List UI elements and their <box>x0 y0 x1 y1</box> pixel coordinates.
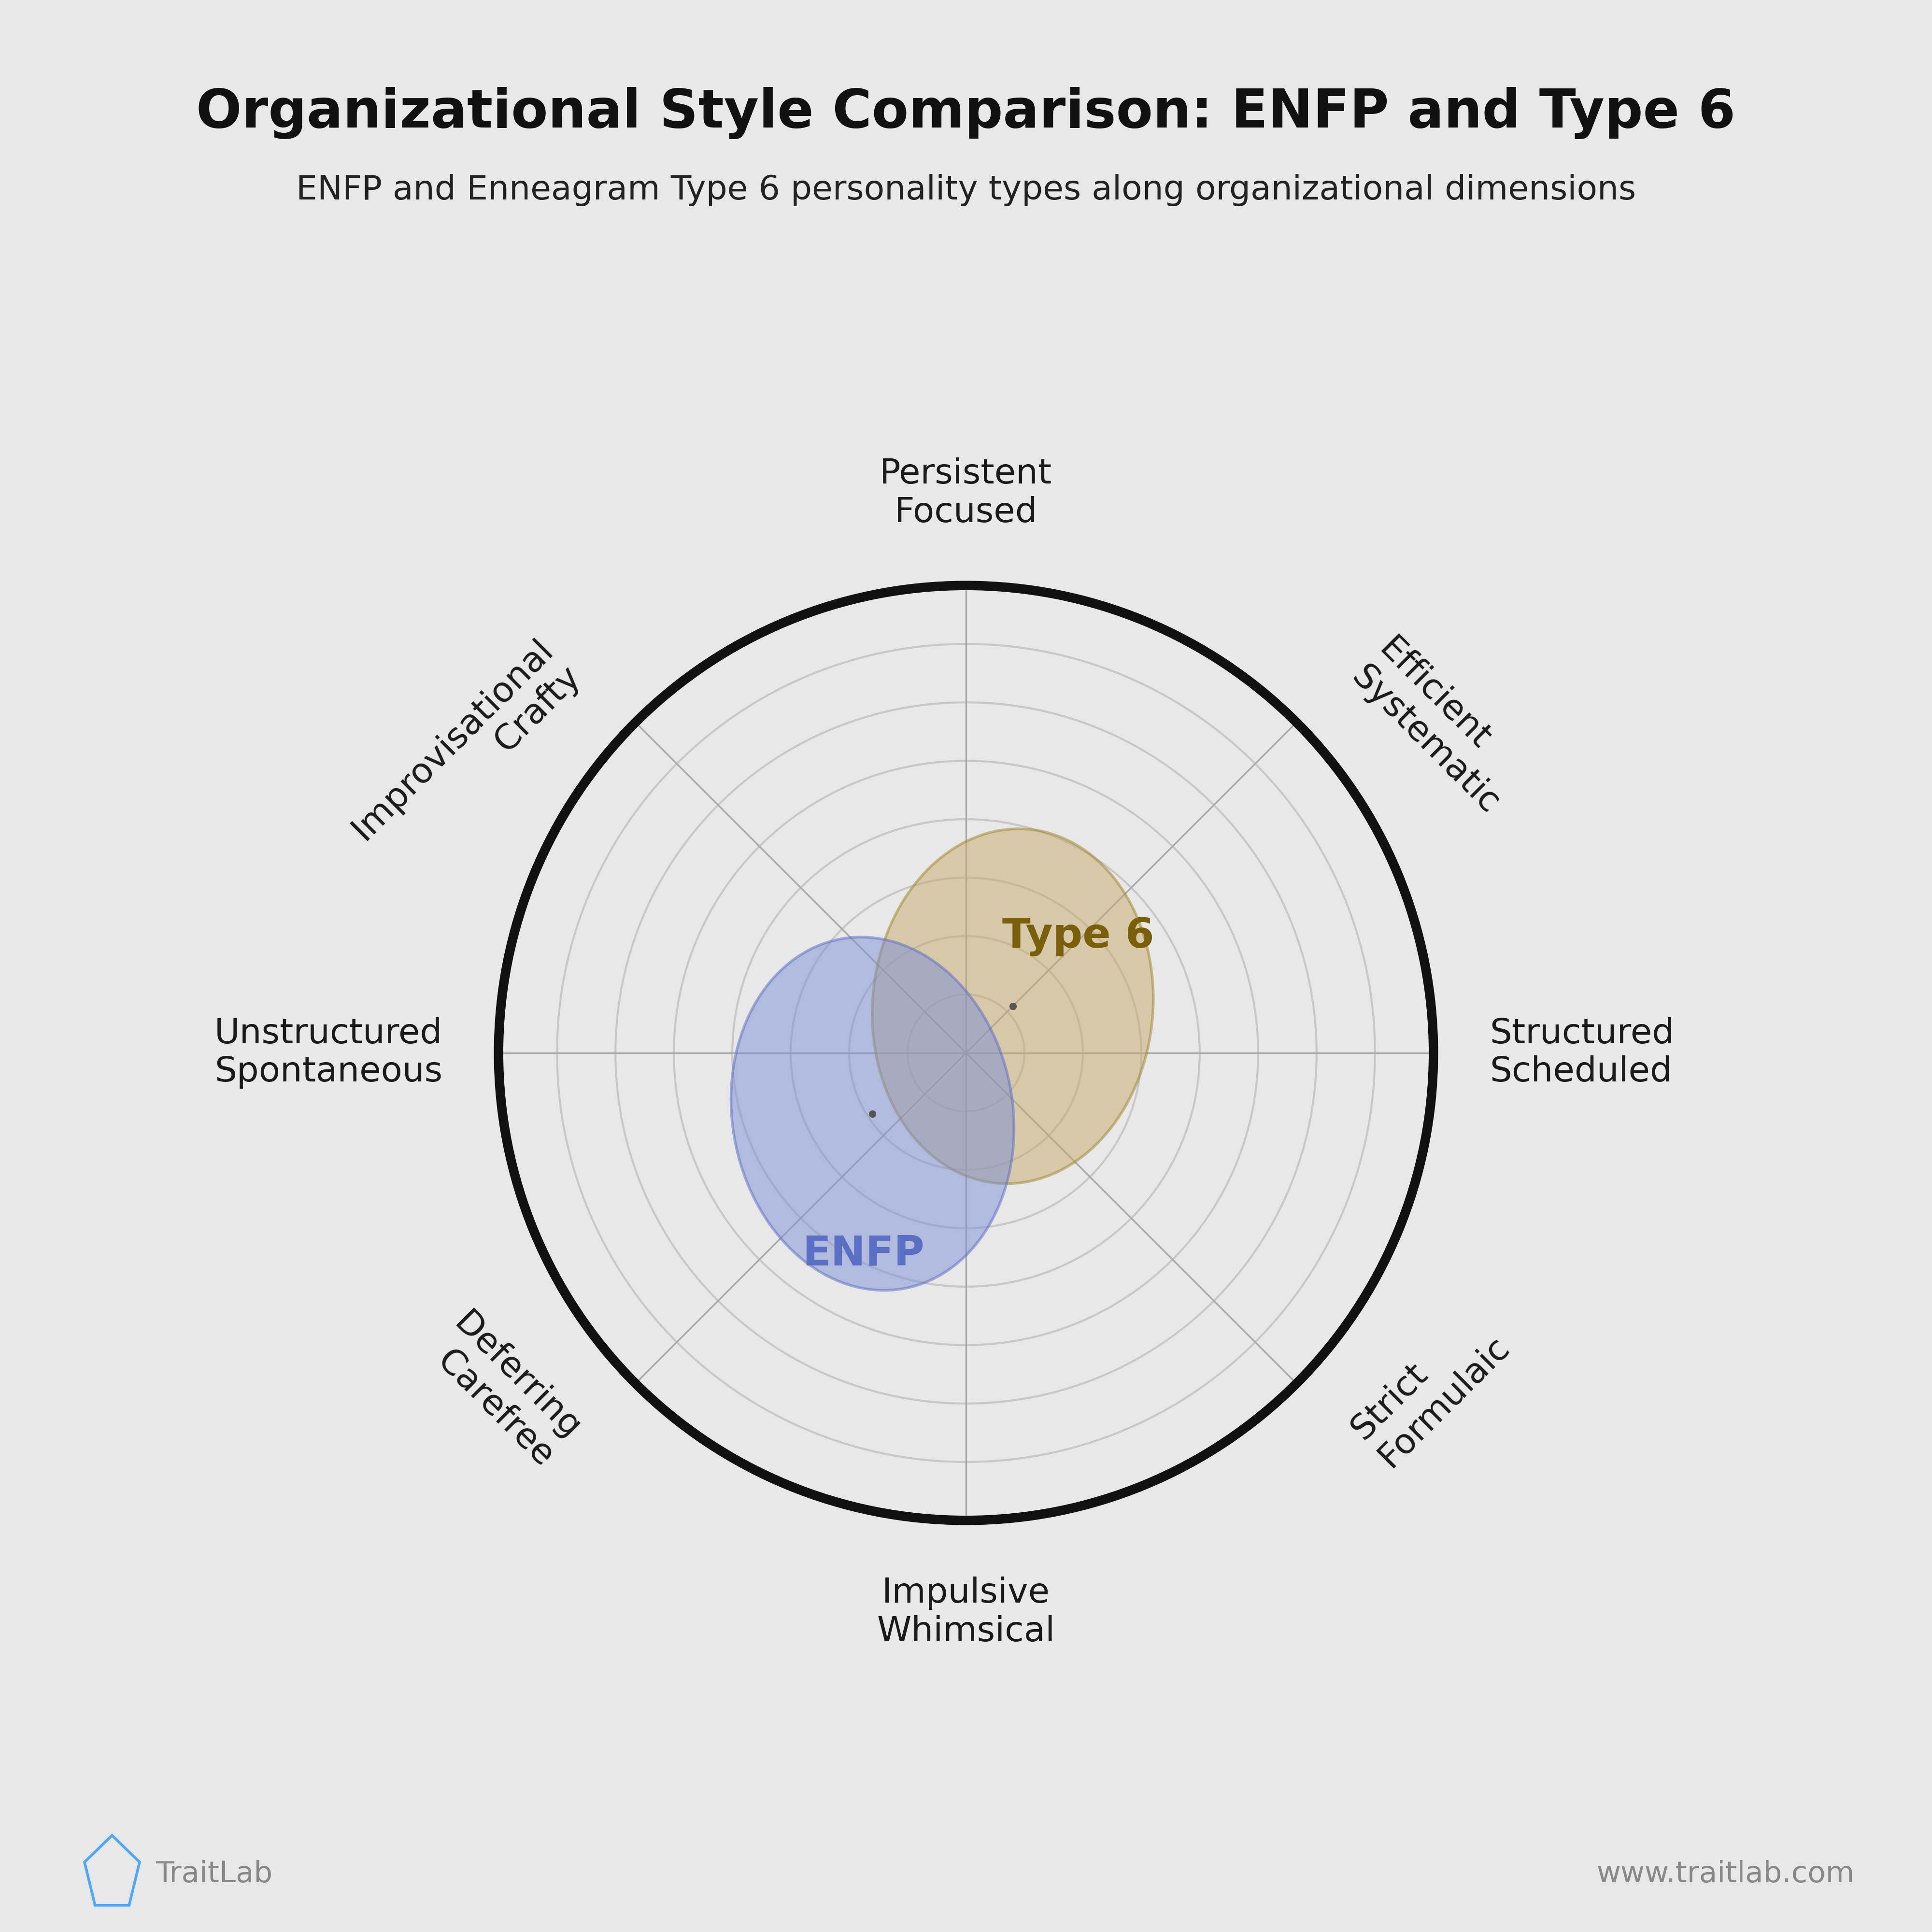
Text: Impulsive
Whimsical: Impulsive Whimsical <box>877 1577 1055 1648</box>
Text: ENFP: ENFP <box>802 1235 923 1273</box>
Text: Type 6: Type 6 <box>1003 916 1153 956</box>
Text: Improvisational
Crafty: Improvisational Crafty <box>346 632 587 873</box>
Polygon shape <box>85 1835 139 1905</box>
Text: Unstructured
Spontaneous: Unstructured Spontaneous <box>214 1016 442 1090</box>
Text: Strict
Formulaic: Strict Formulaic <box>1345 1302 1517 1474</box>
Text: Deferring
Carefree: Deferring Carefree <box>419 1306 587 1474</box>
Text: www.traitlab.com: www.traitlab.com <box>1596 1861 1855 1888</box>
Text: Organizational Style Comparison: ENFP and Type 6: Organizational Style Comparison: ENFP an… <box>197 87 1735 139</box>
Ellipse shape <box>871 829 1153 1184</box>
Text: ENFP and Enneagram Type 6 personality types along organizational dimensions: ENFP and Enneagram Type 6 personality ty… <box>296 174 1636 207</box>
Text: Structured
Scheduled: Structured Scheduled <box>1490 1016 1673 1090</box>
Ellipse shape <box>730 937 1014 1291</box>
Text: TraitLab: TraitLab <box>155 1861 272 1888</box>
Text: Efficient
Systematic: Efficient Systematic <box>1345 632 1532 821</box>
Text: Persistent
Focused: Persistent Focused <box>879 458 1053 529</box>
